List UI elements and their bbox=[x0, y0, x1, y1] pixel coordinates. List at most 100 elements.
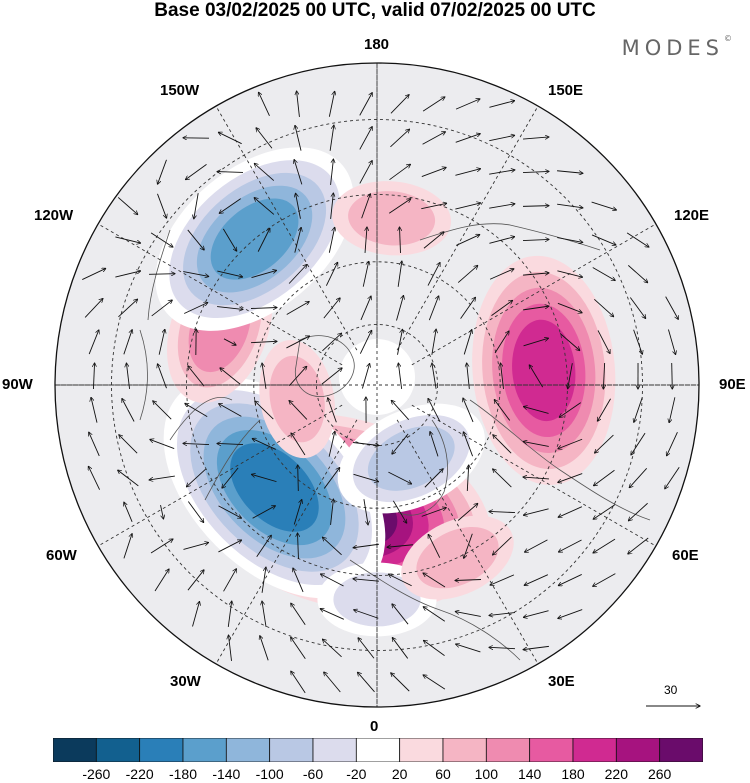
wind-vector-19 bbox=[158, 159, 167, 184]
wind-vector-225 bbox=[320, 574, 344, 587]
meridian-30 bbox=[396, 419, 539, 665]
wind-vector-124 bbox=[361, 364, 369, 389]
lon-label-120e: 120E bbox=[674, 207, 710, 224]
wind-vector-22 bbox=[254, 163, 275, 181]
wind-vector-257 bbox=[324, 672, 341, 693]
wind-vector-178 bbox=[353, 473, 379, 481]
meridian-120 bbox=[411, 223, 657, 366]
wind-vector-195 bbox=[363, 499, 368, 525]
wind-vector-137 bbox=[185, 403, 208, 417]
wind-vector-44 bbox=[522, 206, 549, 207]
meridian--120 bbox=[97, 223, 343, 366]
wind-vector-205 bbox=[150, 539, 173, 554]
wind-vector-188 bbox=[124, 502, 133, 522]
wind-vector-169 bbox=[667, 431, 678, 456]
lon-label-30w: 30W bbox=[170, 673, 201, 690]
lon-label-60w: 60W bbox=[46, 547, 77, 564]
wind-vector-241 bbox=[423, 607, 446, 622]
wind-vector-160 bbox=[353, 442, 379, 446]
wind-vector-223 bbox=[261, 567, 266, 593]
wind-vector-119 bbox=[188, 366, 205, 387]
wind-vector-63 bbox=[82, 268, 106, 280]
wind-vector-217 bbox=[558, 539, 582, 552]
wind-vector-96 bbox=[629, 297, 645, 319]
wind-vector-212 bbox=[387, 544, 413, 547]
wind-vector-23 bbox=[294, 160, 303, 185]
wind-vector-203 bbox=[628, 502, 648, 520]
wind-vector-61 bbox=[591, 234, 616, 245]
wind-vector-121 bbox=[262, 363, 267, 389]
wind-vector-118 bbox=[158, 364, 167, 389]
wind-vector-32 bbox=[117, 197, 138, 214]
wind-vector-88 bbox=[360, 296, 371, 321]
wind-vector-40 bbox=[388, 199, 411, 214]
wind-vector-138 bbox=[219, 404, 242, 417]
wind-vector-48 bbox=[150, 232, 173, 247]
wind-vector-246 bbox=[228, 635, 232, 661]
wind-vector-49 bbox=[187, 229, 204, 250]
colorbar-tick-label: 260 bbox=[647, 766, 672, 782]
wind-vector-50 bbox=[222, 228, 236, 251]
wind-vector-30 bbox=[522, 171, 549, 172]
colorbar-swatch-1 bbox=[95, 738, 141, 762]
wind-vector-14 bbox=[390, 129, 409, 148]
wind-vector-92 bbox=[491, 300, 512, 316]
wind-vector-255 bbox=[523, 645, 549, 649]
wind-vector-199 bbox=[489, 511, 516, 512]
wind-vector-94 bbox=[557, 302, 582, 312]
wind-vector-69 bbox=[288, 265, 307, 284]
wind-vector-200 bbox=[523, 508, 549, 515]
wind-vector-43 bbox=[489, 204, 515, 209]
wind-vector-250 bbox=[358, 638, 375, 659]
wind-vector-97 bbox=[665, 296, 679, 320]
colorbar-tick-label: 140 bbox=[517, 766, 542, 782]
wind-vector-125 bbox=[398, 363, 403, 389]
wind-vector-214 bbox=[464, 533, 473, 559]
wind-vector-59 bbox=[522, 239, 549, 240]
wind-vector-172 bbox=[149, 475, 175, 480]
meridian--30 bbox=[215, 419, 358, 665]
wind-vectors bbox=[82, 91, 680, 694]
wind-vector-201 bbox=[558, 506, 583, 518]
wind-vector-191 bbox=[218, 505, 242, 518]
lon-label-0: 0 bbox=[370, 718, 379, 735]
wind-vector-68 bbox=[251, 270, 277, 279]
wind-vector-231 bbox=[524, 574, 549, 586]
colorbar-swatch-9 bbox=[442, 738, 487, 762]
wind-vector-151 bbox=[669, 397, 676, 422]
colorbar-swatch-6 bbox=[312, 738, 357, 762]
lon-label-60e: 60E bbox=[672, 547, 699, 564]
lon-label-120w: 120W bbox=[34, 207, 74, 224]
wind-vector-219 bbox=[628, 537, 649, 554]
wind-vector-171 bbox=[118, 470, 139, 487]
wind-vector-72 bbox=[397, 261, 402, 287]
wind-vector-78 bbox=[592, 267, 616, 280]
wind-vector-210 bbox=[322, 537, 342, 556]
wind-vector-62 bbox=[626, 232, 649, 247]
wind-vector-82 bbox=[151, 300, 173, 317]
wind-vector-162 bbox=[430, 432, 439, 457]
wind-vector-232 bbox=[558, 574, 582, 585]
colorbar-swatch-13 bbox=[615, 738, 661, 762]
wind-vector-76 bbox=[523, 273, 549, 276]
wind-vector-180 bbox=[424, 469, 443, 488]
colorbar-swatch-14 bbox=[659, 738, 703, 762]
wind-vector-165 bbox=[523, 442, 549, 447]
wind-vector-105 bbox=[322, 333, 341, 352]
wind-vector-167 bbox=[595, 434, 614, 453]
wind-vector-157 bbox=[252, 439, 276, 450]
lon-label-150w: 150W bbox=[160, 82, 200, 99]
wind-vector-21 bbox=[217, 172, 244, 173]
wind-vector-13 bbox=[359, 127, 372, 150]
wind-vector-154 bbox=[150, 439, 175, 449]
wind-vector-36 bbox=[254, 198, 275, 215]
wind-vector-163 bbox=[463, 432, 474, 457]
wind-vector-64 bbox=[115, 271, 140, 278]
wind-vector-16 bbox=[455, 134, 481, 143]
wind-vector-260 bbox=[423, 675, 446, 690]
wind-vector-236 bbox=[262, 601, 267, 627]
anomaly-contour-5-1 bbox=[348, 191, 436, 246]
wind-vector-168 bbox=[631, 432, 646, 455]
wind-vector-234 bbox=[192, 601, 200, 627]
wind-vector-7 bbox=[489, 101, 514, 108]
